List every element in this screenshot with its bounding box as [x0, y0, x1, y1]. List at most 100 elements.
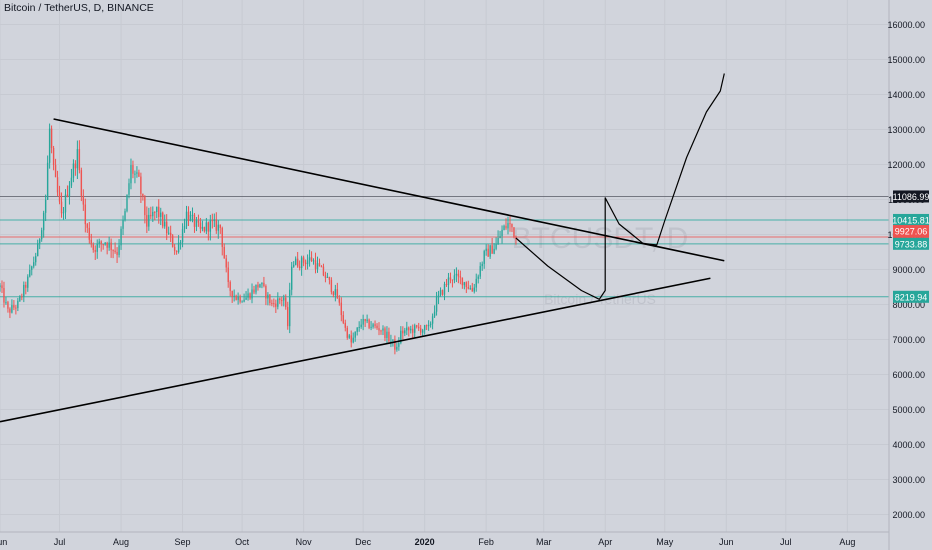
- candle-body: [134, 173, 136, 175]
- candle-body: [35, 256, 37, 263]
- candle-body: [279, 298, 281, 301]
- candle-body: [267, 294, 269, 299]
- candle-body: [277, 298, 279, 307]
- candle-body: [507, 223, 509, 229]
- candle-body: [229, 281, 231, 291]
- candle-body: [191, 214, 194, 216]
- watermark-symbol: BTCUSDT, D: [512, 222, 689, 255]
- candle-body: [84, 204, 87, 225]
- trendline[interactable]: [0, 277, 711, 423]
- y-tick-label: 3000.00: [892, 475, 925, 485]
- candle-body: [423, 325, 426, 331]
- candle-body: [380, 330, 382, 332]
- candle-body: [221, 227, 223, 247]
- candle-body: [128, 183, 130, 195]
- candle-body: [431, 316, 434, 324]
- candle-body: [402, 330, 404, 334]
- candle-body: [261, 282, 263, 285]
- x-tick-label: Feb: [478, 537, 494, 547]
- candle-body: [396, 346, 398, 350]
- candle-body: [154, 211, 156, 213]
- candle-body: [370, 326, 372, 328]
- candle-body: [116, 251, 118, 255]
- candle-body: [0, 285, 1, 287]
- x-tick-label: May: [656, 537, 674, 547]
- candle-body: [509, 223, 511, 225]
- candle-body: [342, 315, 344, 323]
- candle-body: [421, 330, 424, 333]
- candle-body: [400, 330, 402, 344]
- candle-body: [189, 214, 192, 221]
- candle-body: [175, 250, 178, 253]
- candle-body: [177, 242, 180, 253]
- candle-body: [195, 220, 198, 227]
- trendline[interactable]: [53, 118, 725, 262]
- price-label: 10415.81: [892, 215, 930, 225]
- candle-body: [429, 323, 432, 326]
- candle-body: [477, 276, 479, 279]
- price-label-bg: [893, 237, 929, 250]
- candle-body: [187, 211, 190, 221]
- candle-body: [130, 165, 132, 184]
- candle-body: [241, 301, 243, 303]
- candle-body: [330, 279, 333, 292]
- candle-body: [132, 165, 134, 174]
- candle-body: [110, 242, 112, 251]
- x-tick-label: 2020: [415, 537, 435, 547]
- candle-body: [511, 223, 513, 228]
- candle-body: [179, 242, 182, 244]
- projection-path[interactable]: [515, 73, 725, 300]
- candle-body: [142, 193, 144, 197]
- candle-body: [104, 242, 106, 245]
- y-tick-label: 6000.00: [892, 370, 925, 380]
- price-label-bg: [893, 290, 929, 303]
- candle-body: [199, 222, 202, 229]
- candle-body: [37, 243, 39, 257]
- x-tick-label: Jun: [719, 537, 734, 547]
- candle-body: [467, 287, 470, 289]
- candle-body: [265, 286, 267, 299]
- candle-body: [94, 249, 96, 252]
- candle-body: [425, 325, 428, 327]
- candle-body: [152, 211, 154, 217]
- candle-body: [169, 232, 172, 236]
- x-tick-label: Aug: [839, 537, 855, 547]
- candle-body: [13, 305, 15, 308]
- candle-body: [144, 196, 146, 216]
- candle-body: [447, 277, 450, 285]
- price-label: 9927.06: [895, 227, 928, 237]
- candle-body: [106, 242, 108, 248]
- y-tick-label: 13000.00: [887, 125, 925, 135]
- candle-body: [473, 287, 475, 292]
- candle-body: [414, 325, 416, 333]
- candle-body: [171, 235, 174, 247]
- candle-body: [92, 244, 94, 250]
- candle-body: [497, 238, 499, 245]
- candles: [0, 123, 517, 355]
- candle-body: [416, 325, 418, 327]
- candle-body: [160, 212, 162, 217]
- candle-body: [485, 248, 487, 252]
- candle-body: [156, 206, 158, 213]
- candle-body: [203, 227, 206, 232]
- candle-body: [211, 220, 214, 222]
- candle-body: [394, 339, 396, 350]
- candle-body: [513, 227, 515, 238]
- x-tick-label: Sep: [175, 537, 191, 547]
- candle-body: [233, 295, 235, 297]
- price-label: 9733.88: [895, 239, 928, 249]
- candle-body: [21, 296, 23, 298]
- candle-body: [287, 307, 289, 327]
- time-axis[interactable]: Jun Jul Aug Sep Oct Nov Dec 2020 Feb Mar Apr May Jun…: [0, 537, 855, 547]
- candle-body: [245, 297, 247, 300]
- candle-body: [433, 311, 436, 317]
- candle-body: [231, 290, 233, 297]
- candle-body: [275, 303, 277, 307]
- x-tick-label: Jun: [0, 537, 7, 547]
- x-tick-label: Aug: [113, 537, 129, 547]
- y-tick-label: 15000.00: [887, 55, 925, 65]
- candle-body: [88, 227, 90, 240]
- price-axis[interactable]: 16000.00 15000.00 14000.00 13000.00 12000.00…: [887, 20, 925, 520]
- candle-body: [1, 285, 3, 289]
